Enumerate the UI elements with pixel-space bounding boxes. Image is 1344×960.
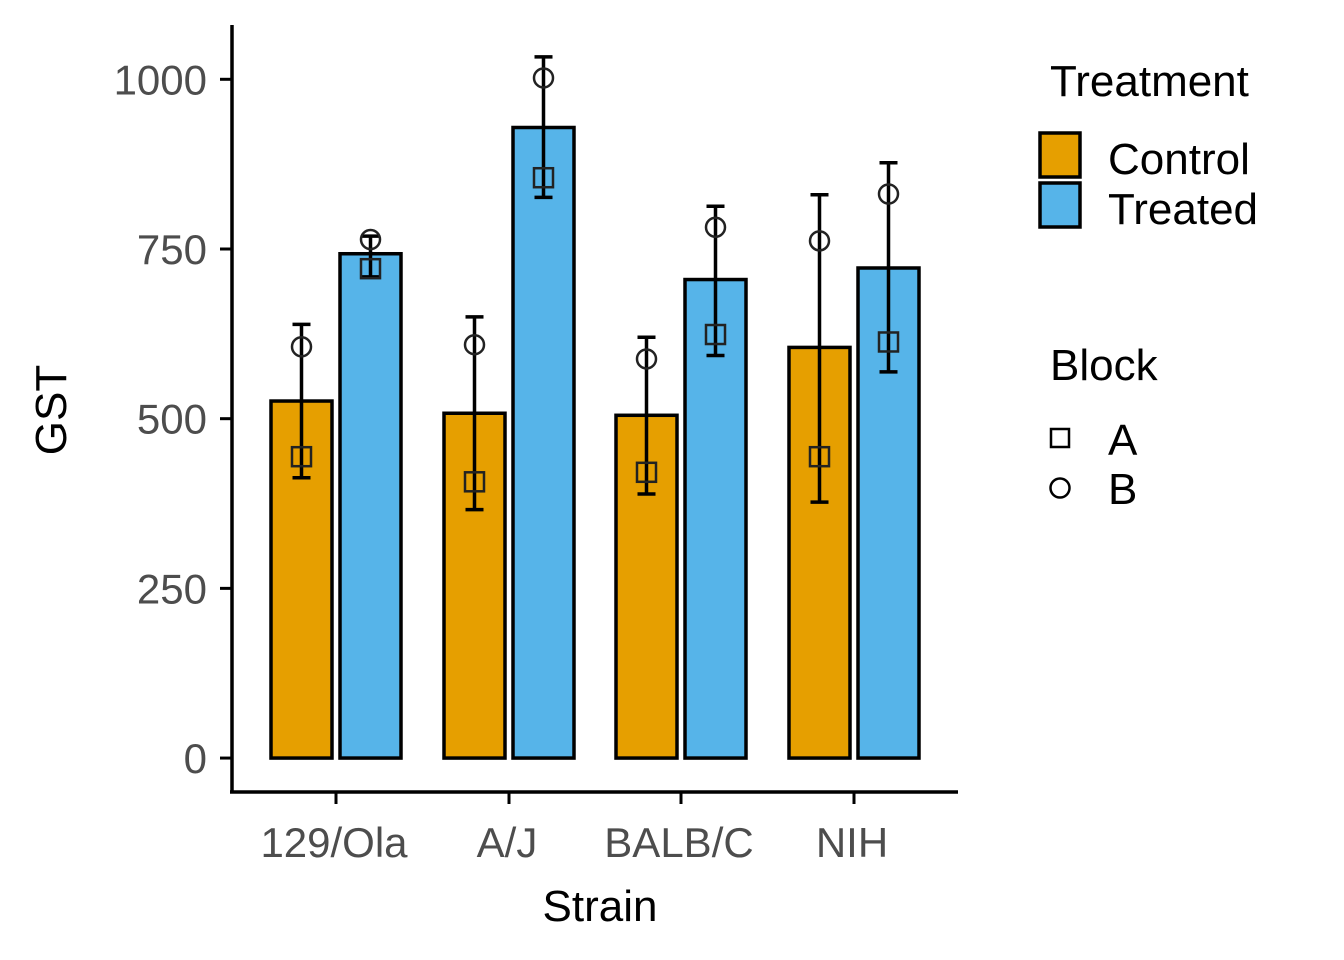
- error-bar: [292, 322, 311, 480]
- error-bar: [637, 335, 656, 496]
- axes-layer: [230, 25, 958, 794]
- x-tick-label: A/J: [477, 819, 538, 866]
- y-tick-label: 1000: [114, 56, 207, 103]
- y-tick-label: 0: [184, 735, 207, 782]
- legend-circle-icon: [1049, 477, 1071, 499]
- error-bar: [810, 192, 829, 504]
- point-block-a: [290, 445, 313, 468]
- x-ticks: 129/Ola A/J BALB/C NIH: [260, 792, 888, 866]
- point-block-b: [808, 230, 831, 252]
- bar-treated: [338, 251, 403, 760]
- point-block-b: [463, 333, 486, 356]
- bars-layer: [269, 125, 921, 760]
- error-bar: [361, 234, 380, 279]
- legend-key-control: [1038, 131, 1082, 179]
- point-block-a: [635, 461, 658, 484]
- bar-control: [787, 345, 852, 760]
- legend-label-block-a: A: [1108, 416, 1138, 465]
- point-block-a: [877, 331, 900, 353]
- y-axis-title: GST: [27, 365, 76, 455]
- legend-square-icon: [1049, 427, 1071, 449]
- error-bar: [465, 315, 484, 512]
- x-tick-label: 129/Ola: [260, 819, 408, 866]
- legend-title-block: Block: [1050, 341, 1159, 390]
- point-block-b: [704, 216, 727, 239]
- point-block-b: [635, 348, 658, 370]
- point-block-b: [877, 183, 900, 205]
- error-bars-layer: [292, 55, 898, 512]
- error-bar: [534, 55, 553, 200]
- point-block-a: [463, 471, 486, 493]
- y-tick-label: 250: [137, 565, 207, 612]
- point-block-b: [359, 228, 382, 251]
- point-block-a: [359, 257, 382, 280]
- legend-title-treatment: Treatment: [1050, 57, 1249, 106]
- x-tick-label: BALB/C: [604, 819, 753, 866]
- y-tick-label: 500: [137, 396, 207, 443]
- point-block-a: [808, 445, 831, 468]
- y-tick-label: 750: [137, 226, 207, 273]
- point-block-b: [532, 67, 555, 89]
- legend-label-control: Control: [1108, 135, 1250, 184]
- bar-treated: [511, 125, 576, 760]
- error-bar: [879, 161, 898, 374]
- x-tick-label: NIH: [816, 819, 888, 866]
- legend: Treatment Control Treated Block A B: [1038, 57, 1258, 514]
- point-block-a: [704, 323, 727, 346]
- y-ticks: 0 250 500 750 1000: [114, 56, 232, 782]
- legend-label-block-b: B: [1108, 465, 1137, 514]
- point-block-b: [290, 335, 313, 358]
- legend-key-treated: [1038, 181, 1082, 229]
- error-bar: [706, 204, 725, 358]
- legend-label-treated: Treated: [1108, 185, 1258, 234]
- x-axis-title: Strain: [543, 882, 658, 931]
- points-layer: [290, 67, 900, 493]
- point-block-a: [532, 166, 555, 189]
- bar-treated: [683, 277, 748, 760]
